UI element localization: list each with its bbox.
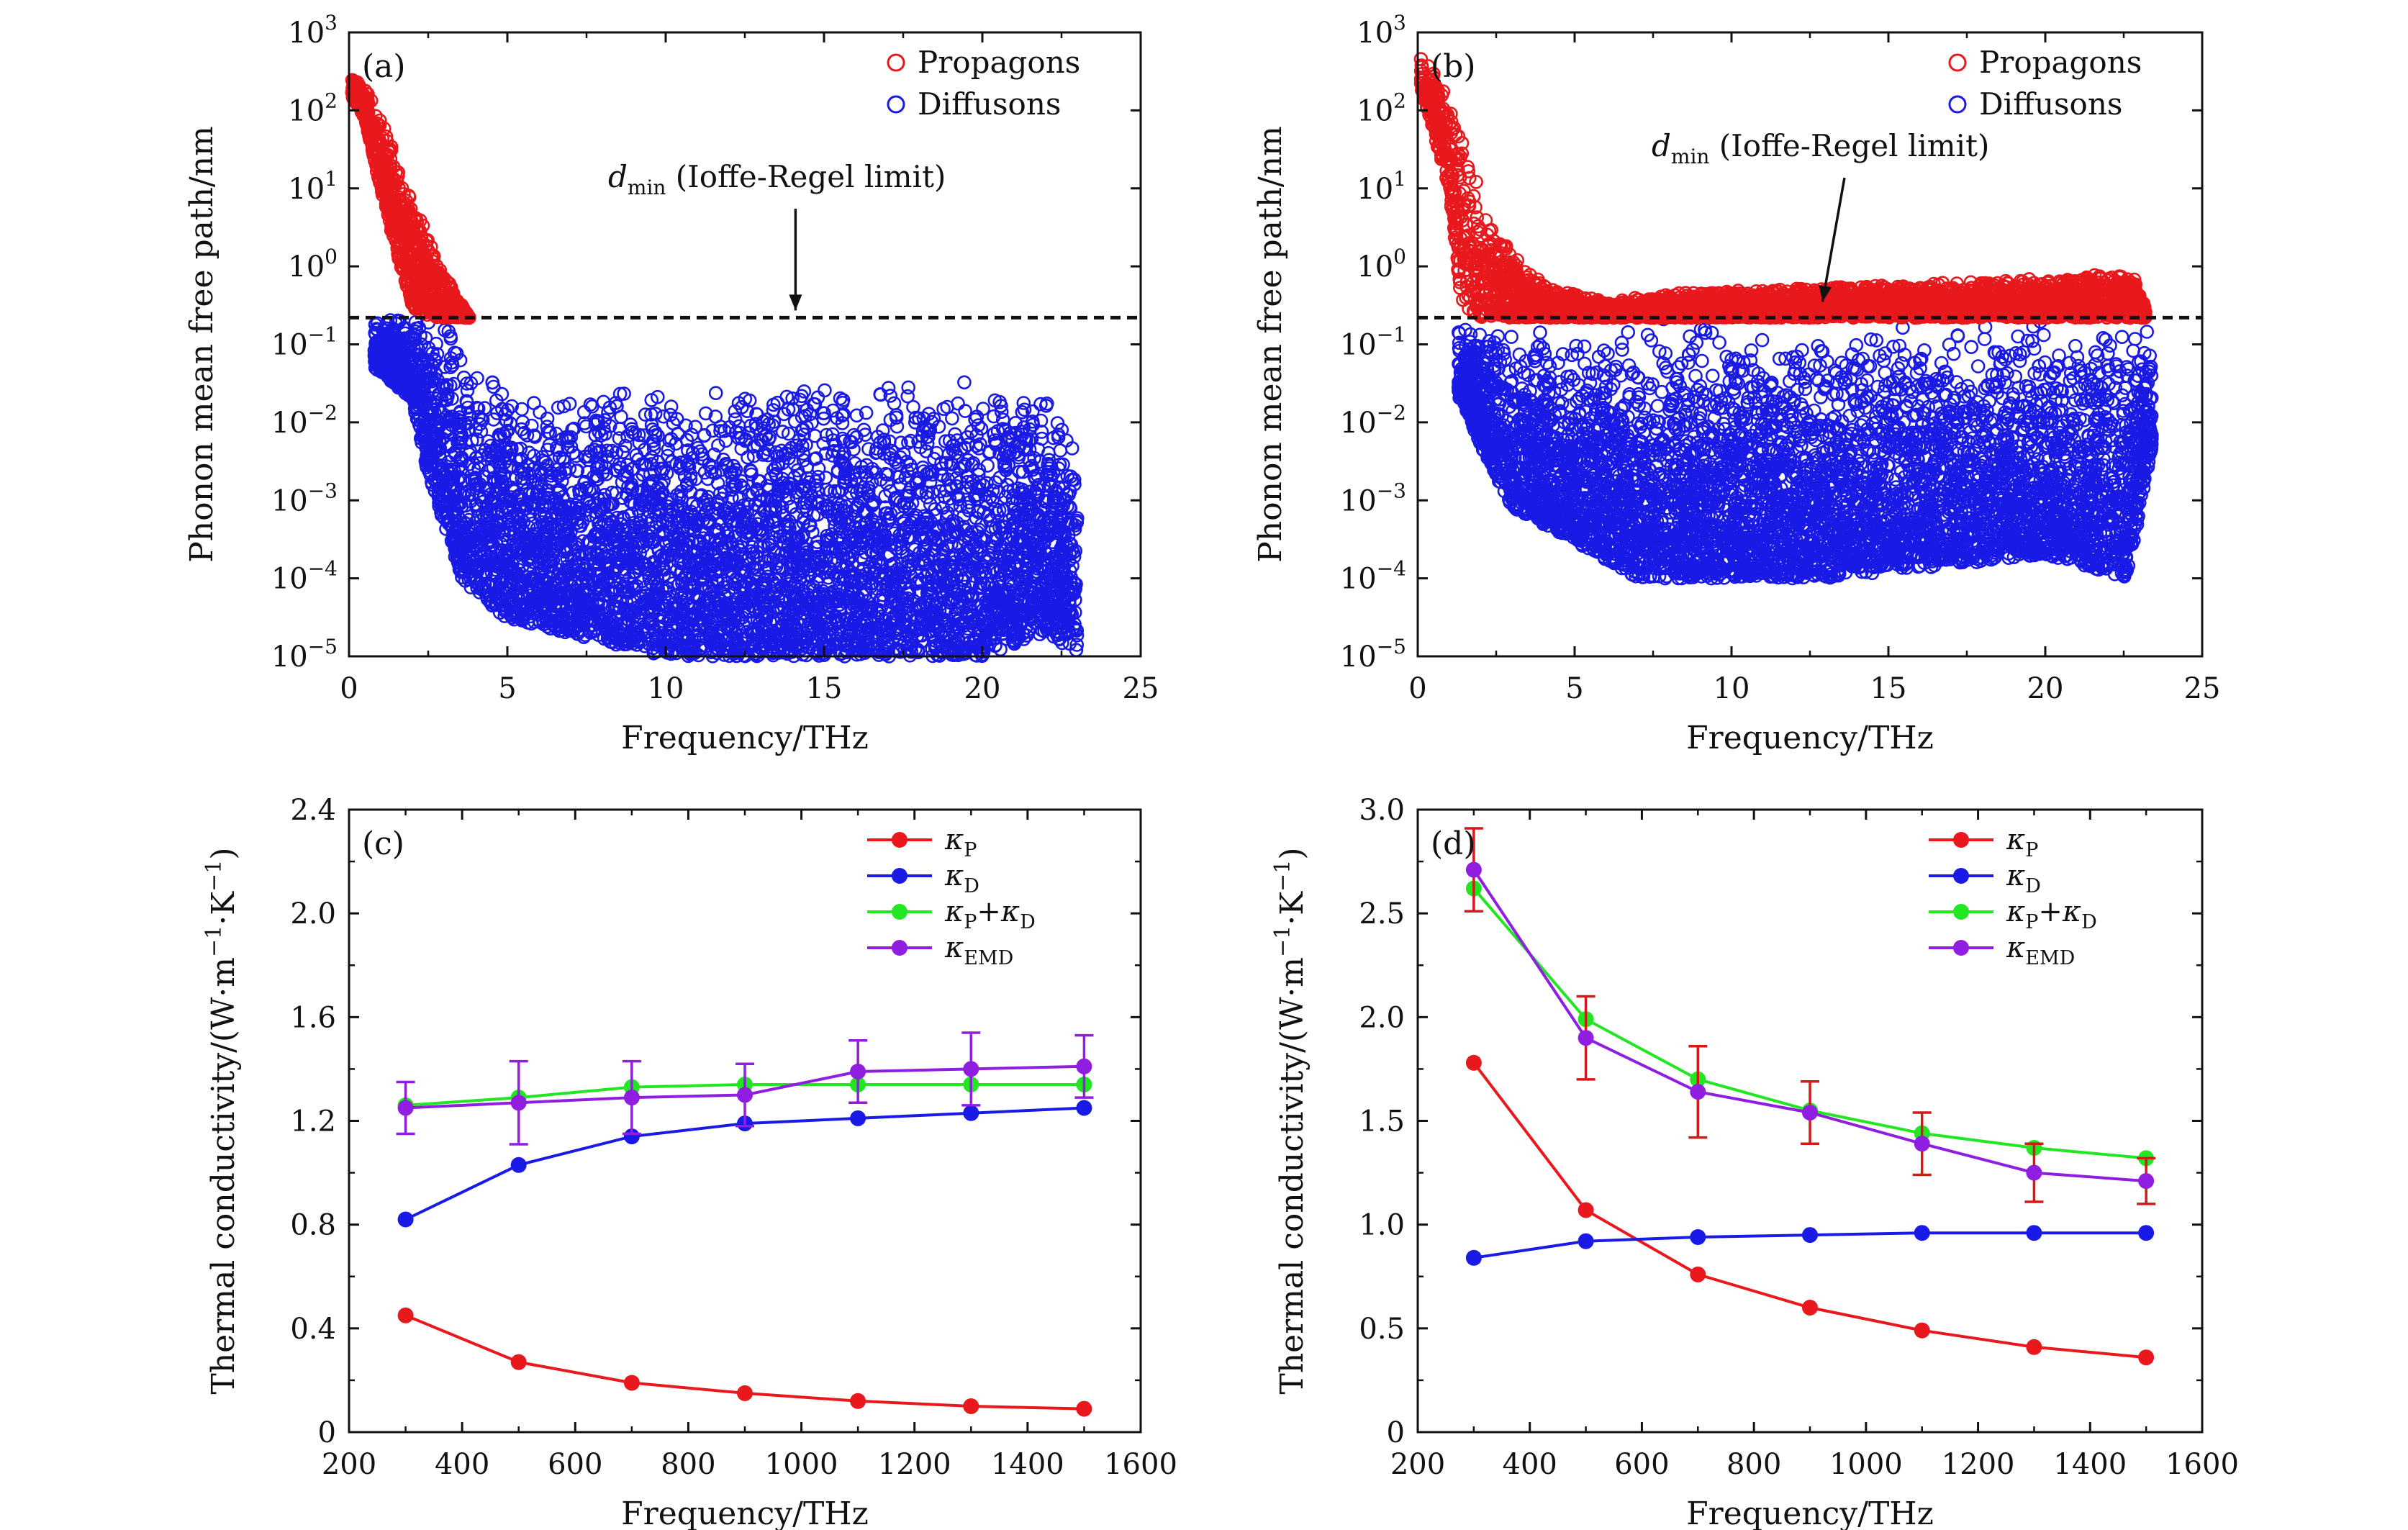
diffuson-point [710, 387, 722, 399]
diffuson-point [882, 382, 895, 394]
diffuson-point [959, 405, 972, 417]
figure: 0 5 10 15 20 2510310210110010−110−210−310−410… [0, 0, 2408, 1530]
diffuson-point [977, 403, 990, 415]
diffuson-point [958, 376, 970, 389]
diffuson-point [962, 438, 974, 451]
diffuson-point [534, 407, 546, 419]
diffuson-point [888, 397, 900, 409]
panel-a-scatter-chart: 0 5 10 15 20 2510310210110010−110−210−310−410… [184, 11, 1159, 756]
diffuson-point [902, 381, 915, 394]
diffuson-point [941, 401, 954, 413]
diffuson-point [615, 411, 628, 423]
diffuson-point [657, 410, 669, 422]
